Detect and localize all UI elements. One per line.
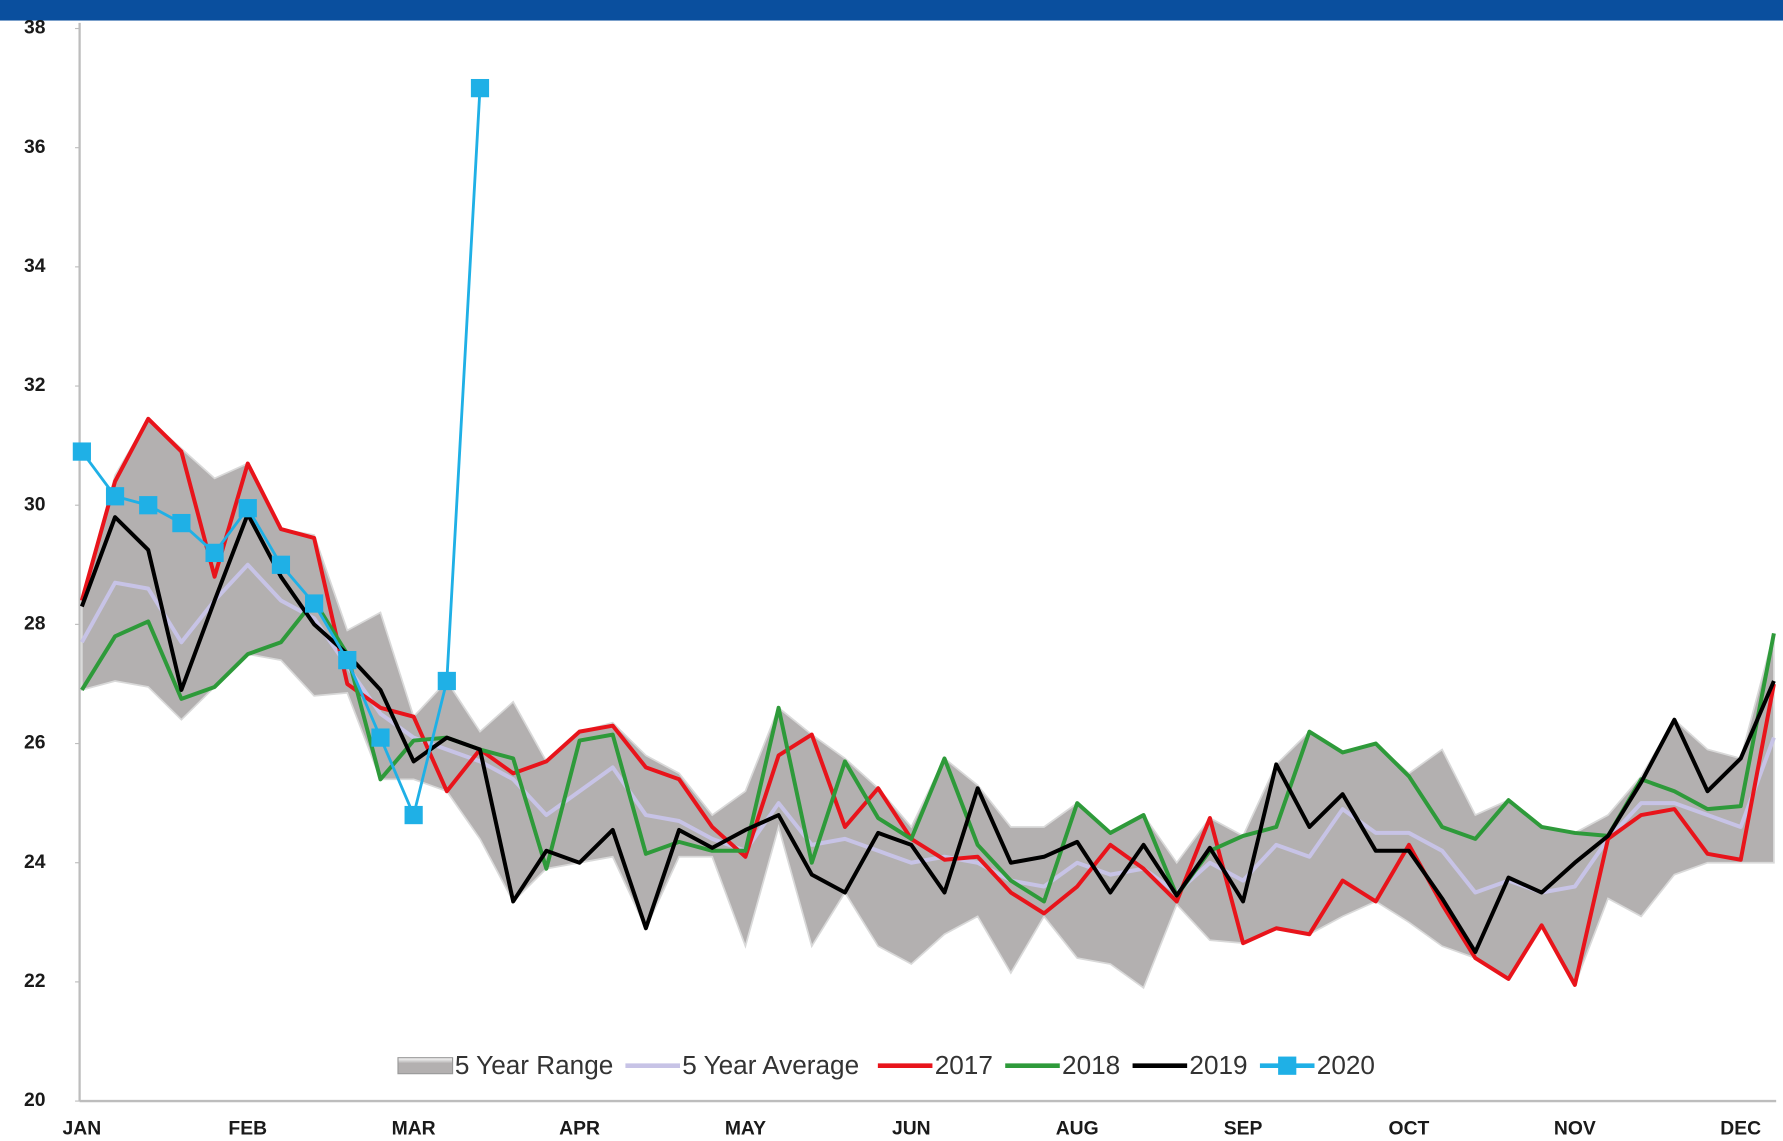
x-tick-label: NOV (1554, 1118, 1596, 1140)
legend-label: 5 Year Range (455, 1050, 613, 1080)
marker (72, 442, 91, 461)
marker (139, 496, 158, 515)
legend-label: 5 Year Average (682, 1050, 859, 1080)
y-tick-label: 38 (24, 17, 46, 39)
x-tick-label: JAN (63, 1118, 102, 1140)
x-tick-label: OCT (1389, 1118, 1430, 1140)
marker (105, 487, 125, 506)
x-tick-label: AUG (1056, 1118, 1099, 1140)
series-line (80, 598, 1776, 904)
y-tick-label: 24 (24, 851, 46, 873)
series-line (80, 512, 1776, 955)
y-tick-label: 36 (24, 136, 46, 158)
y-tick-label: 34 (24, 255, 46, 277)
y-tick-label: 30 (24, 493, 46, 515)
legend-label: 2017 (935, 1050, 993, 1080)
x-tick-label: APR (559, 1118, 600, 1140)
x-tick-label: MAY (725, 1118, 766, 1140)
marker (404, 805, 423, 825)
legend-label: 2020 (1317, 1050, 1375, 1080)
x-tick-label: FEB (228, 1118, 267, 1140)
y-tick-label: 22 (24, 970, 46, 992)
y-tick-label: 26 (24, 732, 46, 754)
legend-swatch (397, 1057, 454, 1075)
range-area (81, 417, 1775, 990)
series-line (80, 562, 1776, 895)
marker (338, 651, 357, 670)
y-tick-label: 32 (24, 374, 46, 396)
y-tick-label: 28 (24, 612, 46, 634)
header-bar (0, 0, 1783, 21)
legend-label: 2018 (1062, 1050, 1120, 1080)
x-tick-label: DEC (1720, 1118, 1761, 1140)
marker (172, 513, 191, 533)
legend-label: 2019 (1189, 1050, 1247, 1080)
legend-marker (1278, 1056, 1297, 1075)
x-tick-label: SEP (1224, 1118, 1263, 1140)
marker (205, 543, 224, 563)
marker (371, 728, 390, 747)
marker (238, 499, 257, 518)
x-tick-label: MAR (392, 1118, 436, 1140)
y-tick-label: 20 (24, 1089, 46, 1111)
x-tick-label: JUN (892, 1118, 931, 1140)
marker (271, 555, 291, 574)
marker (437, 671, 456, 691)
marker (470, 78, 490, 98)
marker (305, 594, 324, 613)
